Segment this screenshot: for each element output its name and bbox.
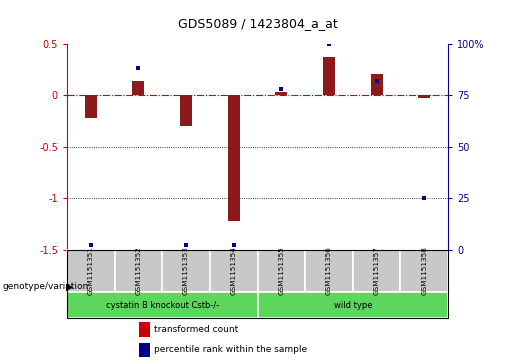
- Text: transformed count: transformed count: [154, 325, 238, 334]
- Bar: [140, 343, 150, 357]
- Point: [277, 86, 285, 92]
- Text: cystatin B knockout Cstb-/-: cystatin B knockout Cstb-/-: [106, 301, 219, 310]
- Bar: [353, 249, 401, 292]
- Bar: [228, 95, 239, 221]
- Text: GSM1151353: GSM1151353: [183, 246, 189, 295]
- Bar: [67, 292, 258, 318]
- Text: genotype/variation: genotype/variation: [3, 282, 89, 291]
- Bar: [162, 249, 210, 292]
- Bar: [418, 95, 430, 98]
- Point: [325, 41, 333, 46]
- Text: GSM1151357: GSM1151357: [373, 246, 380, 295]
- Bar: [258, 249, 305, 292]
- Text: GSM1151351: GSM1151351: [88, 246, 94, 295]
- Text: wild type: wild type: [334, 301, 372, 310]
- Bar: [132, 81, 144, 95]
- Bar: [276, 92, 287, 95]
- Point: [230, 242, 238, 248]
- Text: GSM1151352: GSM1151352: [135, 246, 142, 295]
- Text: GSM1151355: GSM1151355: [278, 246, 284, 295]
- Point: [182, 242, 190, 248]
- Bar: [114, 249, 162, 292]
- Point: [134, 65, 143, 71]
- Bar: [67, 249, 115, 292]
- Bar: [258, 292, 448, 318]
- Bar: [305, 249, 353, 292]
- Text: GSM1151356: GSM1151356: [326, 246, 332, 295]
- Bar: [323, 57, 335, 95]
- Text: GSM1151354: GSM1151354: [231, 246, 237, 295]
- Text: GDS5089 / 1423804_a_at: GDS5089 / 1423804_a_at: [178, 17, 337, 30]
- Bar: [401, 249, 448, 292]
- Text: GSM1151358: GSM1151358: [421, 246, 427, 295]
- Point: [372, 78, 381, 83]
- Bar: [210, 249, 258, 292]
- Point: [420, 195, 428, 201]
- Point: [87, 242, 95, 248]
- Bar: [180, 95, 192, 126]
- Text: percentile rank within the sample: percentile rank within the sample: [154, 346, 307, 354]
- Bar: [371, 74, 383, 95]
- Bar: [140, 322, 150, 337]
- Bar: [85, 95, 97, 118]
- Text: ▶: ▶: [66, 282, 74, 292]
